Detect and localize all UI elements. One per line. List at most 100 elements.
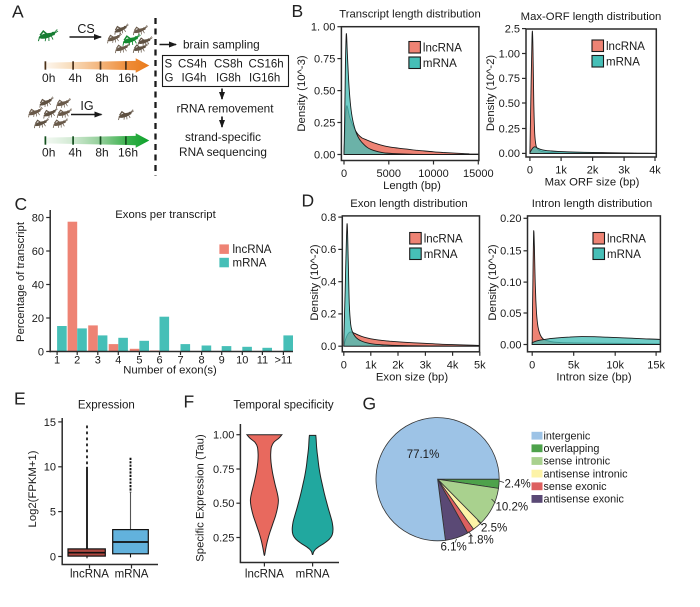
svg-text:0.50: 0.50: [213, 498, 234, 510]
svg-text:0.6: 0.6: [321, 244, 336, 256]
svg-text:0: 0: [50, 551, 56, 563]
svg-text:IG: IG: [80, 99, 93, 113]
svg-text:4k: 4k: [649, 165, 661, 177]
svg-text:16h: 16h: [118, 146, 138, 160]
svg-text:C: C: [15, 194, 28, 214]
svg-text:0.4: 0.4: [321, 277, 336, 289]
svg-text:10: 10: [236, 355, 248, 367]
svg-text:0.50: 0.50: [499, 98, 520, 110]
svg-text:Intron length distribution: Intron length distribution: [532, 198, 653, 210]
svg-text:0.0: 0.0: [321, 341, 336, 353]
svg-text:8h: 8h: [95, 71, 108, 85]
svg-text:Exon length distribution: Exon length distribution: [350, 198, 467, 210]
svg-text:0.50: 0.50: [314, 85, 335, 97]
svg-text:15: 15: [44, 417, 56, 429]
svg-text:overlapping: overlapping: [544, 443, 600, 455]
svg-text:1.00: 1.00: [213, 430, 234, 442]
svg-text:20: 20: [32, 313, 44, 325]
svg-text:B: B: [292, 1, 304, 21]
svg-text:Max-ORF length distribution: Max-ORF length distribution: [521, 11, 662, 23]
svg-text:Exons per transcript: Exons per transcript: [115, 209, 216, 221]
svg-text:Density (10^-2): Density (10^-2): [485, 55, 497, 131]
svg-text:0.75: 0.75: [314, 53, 335, 65]
svg-text:intergenic: intergenic: [544, 430, 591, 442]
svg-text:0: 0: [529, 359, 535, 371]
svg-text:2: 2: [74, 355, 80, 367]
svg-text:0h: 0h: [42, 71, 55, 85]
svg-text:10: 10: [44, 462, 56, 474]
svg-text:3: 3: [95, 355, 101, 367]
svg-text:6.1%: 6.1%: [441, 542, 467, 554]
svg-text:sense intronic: sense intronic: [544, 456, 611, 468]
svg-text:0.00: 0.00: [500, 339, 521, 351]
svg-text:mRNA: mRNA: [233, 257, 267, 269]
svg-text:Density (10^-3): Density (10^-3): [296, 55, 308, 131]
svg-text:1k: 1k: [555, 165, 567, 177]
svg-text:0: 0: [341, 168, 347, 180]
svg-text:1.00: 1.00: [499, 48, 520, 60]
svg-text:0: 0: [341, 359, 347, 371]
svg-text:RNA sequencing: RNA sequencing: [179, 145, 267, 159]
svg-text:3k: 3k: [618, 165, 630, 177]
svg-text:Transcript length distribution: Transcript length distribution: [339, 9, 481, 21]
svg-text:15k: 15k: [647, 359, 665, 371]
svg-text:1.8%: 1.8%: [468, 535, 494, 547]
svg-text:0.75: 0.75: [499, 73, 520, 85]
svg-text:0.00: 0.00: [314, 149, 335, 161]
svg-text:16h: 16h: [118, 71, 138, 85]
svg-text:Percentage of transcript: Percentage of transcript: [15, 221, 27, 342]
svg-text:8: 8: [199, 355, 205, 367]
svg-text:Number of exon(s): Number of exon(s): [123, 365, 217, 377]
svg-text:mRNA: mRNA: [607, 249, 641, 261]
svg-text:0.25: 0.25: [314, 117, 335, 129]
svg-text:7: 7: [177, 355, 183, 367]
svg-text:lncRNA: lncRNA: [423, 43, 462, 55]
svg-text:10k: 10k: [606, 359, 624, 371]
svg-text:CS: CS: [77, 22, 94, 36]
svg-text:sense exonic: sense exonic: [544, 481, 608, 493]
svg-text:0.25: 0.25: [213, 532, 234, 544]
svg-text:2.4%: 2.4%: [505, 479, 531, 491]
svg-text:E: E: [14, 389, 26, 409]
svg-text:0.00: 0.00: [499, 148, 520, 160]
svg-text:Specific Expression (Tau): Specific Expression (Tau): [195, 434, 207, 562]
svg-text:Expression: Expression: [78, 400, 135, 412]
svg-text:strand-specific: strand-specific: [185, 130, 261, 144]
svg-text:0.8: 0.8: [321, 212, 336, 224]
svg-text:5k: 5k: [568, 359, 580, 371]
svg-text:Length (bp): Length (bp): [383, 180, 441, 192]
svg-text:A: A: [12, 2, 24, 22]
svg-text:0.05: 0.05: [500, 308, 521, 320]
svg-text:antisense intronic: antisense intronic: [544, 468, 629, 480]
svg-text:Intron size (bp): Intron size (bp): [556, 371, 632, 383]
svg-text:mRNA: mRNA: [296, 569, 330, 581]
svg-text:0.75: 0.75: [213, 464, 234, 476]
svg-text:77.1%: 77.1%: [407, 449, 440, 461]
svg-text:>11: >11: [274, 355, 292, 367]
svg-text:40: 40: [32, 279, 44, 291]
svg-text:60: 60: [32, 246, 44, 258]
svg-text:0.10: 0.10: [500, 277, 521, 289]
svg-text:4h: 4h: [69, 146, 82, 160]
svg-text:Log2(FPKM+1): Log2(FPKM+1): [27, 450, 39, 527]
svg-text:1: 1: [54, 355, 60, 367]
svg-text:lncRNA: lncRNA: [233, 244, 272, 256]
svg-text:3k: 3k: [420, 359, 432, 371]
svg-text:5000: 5000: [377, 168, 401, 180]
svg-text:lncRNA: lncRNA: [424, 234, 463, 246]
svg-text:0.20: 0.20: [500, 213, 521, 225]
svg-text:Density (10^-2): Density (10^-2): [487, 244, 499, 320]
svg-text:0h: 0h: [42, 146, 55, 160]
svg-text:9: 9: [219, 355, 225, 367]
svg-text:0.25: 0.25: [499, 123, 520, 135]
svg-text:rRNA removement: rRNA removement: [176, 102, 274, 116]
svg-text:lncRNA: lncRNA: [70, 569, 109, 581]
svg-text:4: 4: [115, 355, 121, 367]
svg-text:10.2%: 10.2%: [496, 502, 529, 514]
svg-text:4h: 4h: [69, 71, 82, 85]
svg-text:mRNA: mRNA: [115, 569, 149, 581]
svg-text:11: 11: [257, 355, 268, 367]
svg-text:mRNA: mRNA: [606, 57, 640, 69]
svg-text:F: F: [184, 392, 195, 412]
